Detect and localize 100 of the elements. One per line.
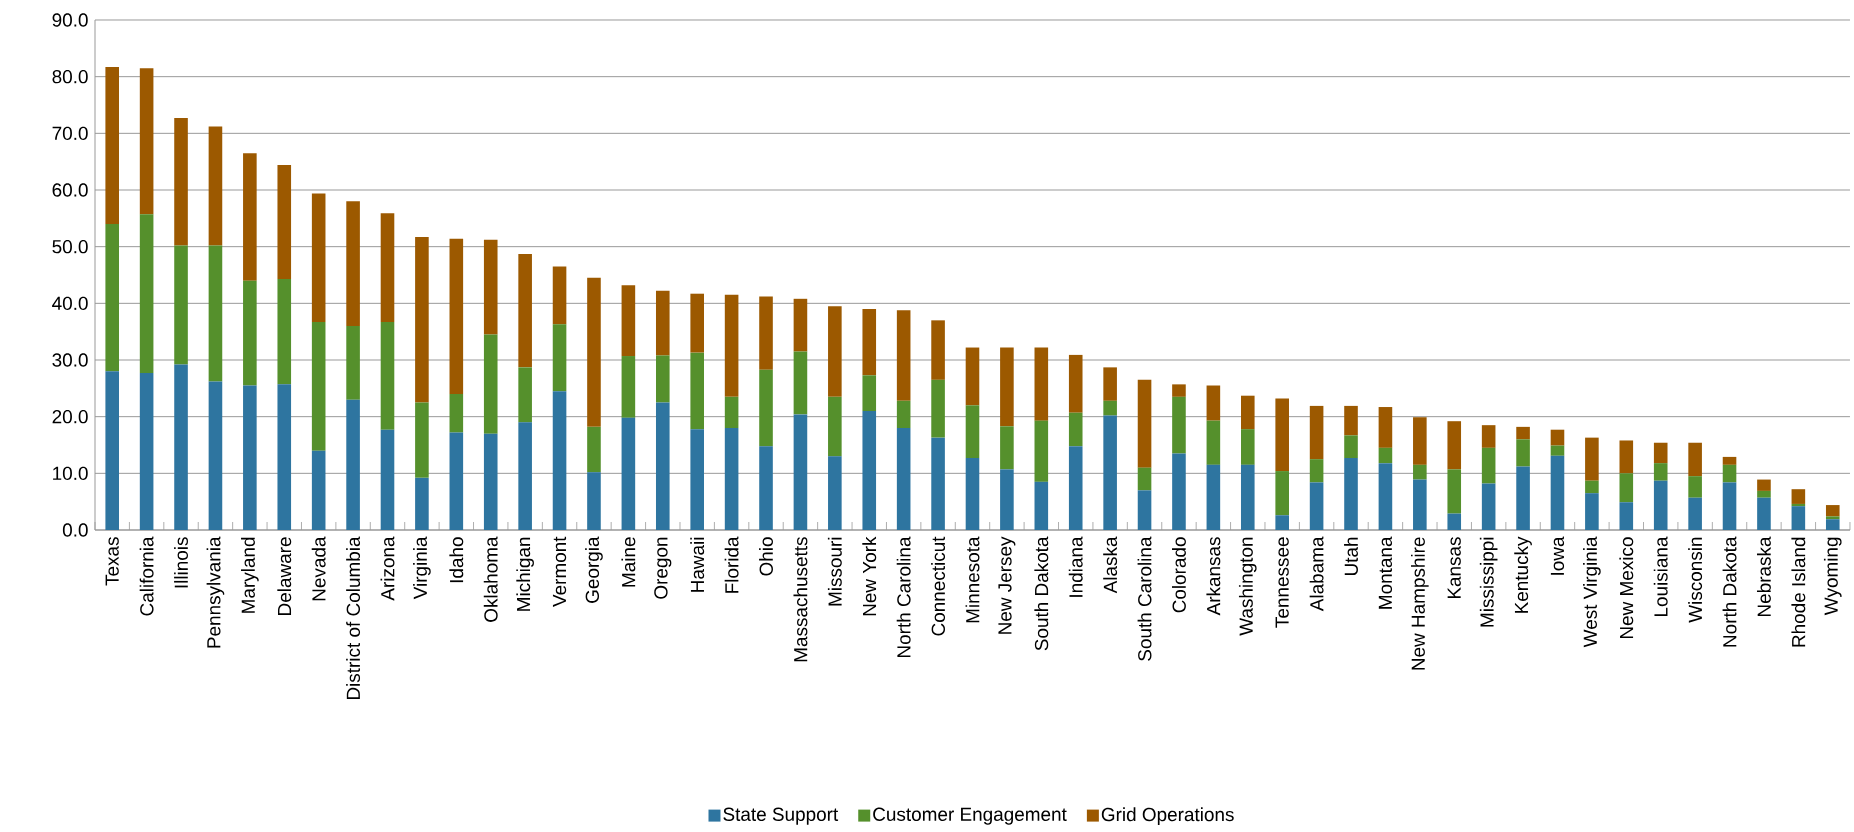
x-tick-label: Kentucky bbox=[1514, 536, 1532, 613]
bar bbox=[1516, 439, 1530, 467]
x-tick-label: West Virginia bbox=[1583, 536, 1601, 648]
bar bbox=[346, 326, 360, 400]
bar bbox=[1447, 513, 1462, 530]
bar bbox=[1722, 456, 1737, 465]
bar bbox=[346, 399, 360, 530]
x-tick-label: Missouri bbox=[827, 537, 842, 606]
x-tick-label: New York bbox=[862, 536, 877, 616]
y-tick-label: 40.0 bbox=[52, 296, 88, 311]
bar bbox=[1068, 354, 1083, 413]
bar bbox=[759, 446, 773, 530]
bar bbox=[1034, 481, 1049, 530]
bar bbox=[208, 126, 223, 246]
bar bbox=[1172, 384, 1186, 397]
bar bbox=[690, 429, 704, 530]
bar bbox=[862, 309, 877, 376]
bar bbox=[1000, 469, 1014, 530]
bar bbox=[311, 322, 326, 451]
bar bbox=[1206, 385, 1221, 421]
bar bbox=[1757, 479, 1771, 491]
x-tick-label: Iowa bbox=[1550, 536, 1565, 575]
bar bbox=[965, 405, 980, 459]
bar bbox=[518, 422, 532, 530]
bar bbox=[277, 165, 292, 279]
bar bbox=[1550, 445, 1565, 456]
bar bbox=[1206, 464, 1221, 530]
bar bbox=[1688, 497, 1702, 530]
y-tick-label: 50.0 bbox=[52, 239, 88, 254]
bar bbox=[1068, 446, 1083, 530]
bar bbox=[793, 414, 808, 530]
bar bbox=[380, 213, 395, 323]
bar bbox=[1550, 429, 1565, 446]
bar bbox=[1413, 417, 1427, 465]
bar bbox=[1309, 405, 1324, 460]
bar bbox=[896, 400, 911, 428]
x-tick-label: Idaho bbox=[449, 537, 464, 583]
bar bbox=[1619, 473, 1634, 503]
x-tick-label: Pennsylvania bbox=[206, 536, 225, 648]
bar bbox=[828, 396, 842, 457]
bar bbox=[139, 214, 154, 374]
bar bbox=[1137, 490, 1152, 530]
x-tick-label: Oklahoma bbox=[483, 536, 498, 622]
bar bbox=[1000, 426, 1014, 470]
bar bbox=[1137, 467, 1152, 491]
bar bbox=[1309, 482, 1324, 530]
bar bbox=[965, 458, 980, 530]
bar bbox=[965, 347, 980, 406]
bar bbox=[483, 239, 498, 335]
bar bbox=[793, 351, 808, 415]
bar bbox=[1653, 463, 1668, 481]
bar bbox=[1516, 426, 1530, 440]
bar bbox=[1103, 367, 1117, 401]
bar bbox=[862, 411, 877, 530]
bar bbox=[1275, 398, 1289, 472]
bar bbox=[896, 310, 911, 401]
bar bbox=[621, 417, 636, 530]
bar bbox=[243, 153, 257, 281]
bar bbox=[311, 193, 326, 323]
bar bbox=[105, 371, 120, 530]
bar bbox=[1619, 502, 1634, 530]
x-tick-label: Connecticut bbox=[931, 536, 946, 636]
bar bbox=[724, 396, 739, 428]
bar bbox=[759, 296, 773, 370]
bar bbox=[1481, 483, 1496, 530]
bar bbox=[483, 334, 498, 434]
x-tick-label: Rhode Island bbox=[1791, 537, 1806, 647]
bar bbox=[1206, 420, 1221, 465]
bar bbox=[931, 379, 945, 438]
bar bbox=[1413, 464, 1427, 480]
bar bbox=[621, 356, 636, 418]
x-tick-label: New Hampshire bbox=[1411, 537, 1429, 670]
bar bbox=[1653, 480, 1668, 530]
bar bbox=[1172, 396, 1186, 454]
x-tick-label: Indiana bbox=[1068, 536, 1083, 597]
bar bbox=[1413, 479, 1427, 530]
bar bbox=[587, 426, 601, 473]
bar bbox=[1516, 466, 1530, 530]
bar bbox=[518, 367, 532, 423]
bar bbox=[931, 320, 945, 380]
bar bbox=[1275, 471, 1289, 516]
x-tick-label: Mississippi bbox=[1479, 537, 1498, 627]
bar bbox=[1344, 458, 1358, 530]
bar bbox=[380, 429, 395, 530]
y-tick-label: 20.0 bbox=[52, 409, 88, 424]
bar bbox=[1172, 453, 1186, 530]
bar bbox=[931, 437, 945, 530]
bar bbox=[655, 355, 670, 403]
bar bbox=[1034, 347, 1049, 421]
bar bbox=[552, 324, 567, 392]
x-tick-label: South Carolina bbox=[1137, 536, 1152, 661]
bar bbox=[1068, 412, 1083, 447]
bar bbox=[552, 391, 567, 530]
bar bbox=[174, 245, 188, 365]
bar bbox=[1585, 437, 1599, 481]
x-tick-label: Alaska bbox=[1103, 536, 1118, 594]
x-tick-label: Maine bbox=[621, 537, 636, 587]
bar bbox=[1550, 455, 1565, 530]
bar bbox=[380, 322, 395, 430]
bar bbox=[1378, 463, 1393, 530]
